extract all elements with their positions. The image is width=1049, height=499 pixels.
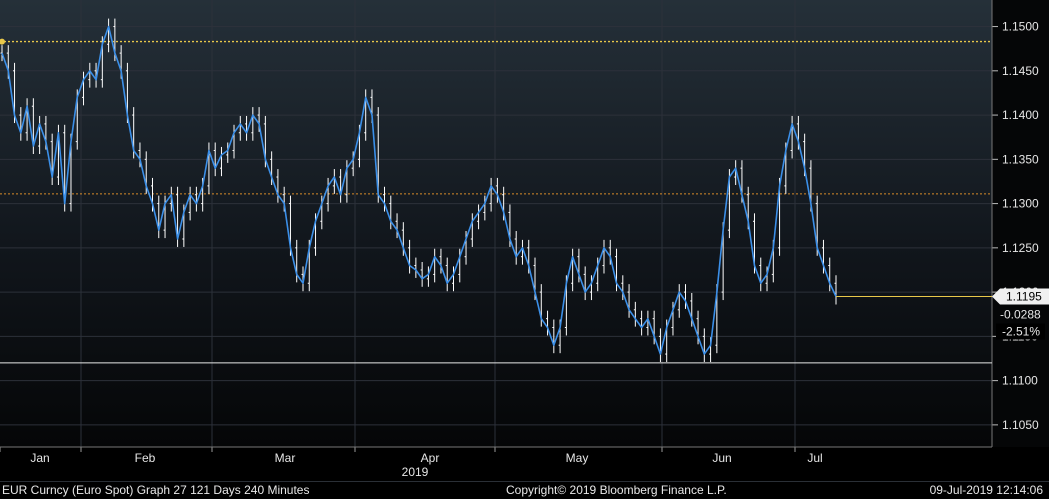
year-label: 2019 <box>402 465 429 479</box>
footer-security-info: EUR Curncy (Euro Spot) Graph 27 121 Days… <box>2 483 310 497</box>
x-tick-label: Jan <box>30 451 49 465</box>
footer-copyright: Copyright© 2019 Bloomberg Finance L.P. <box>506 483 727 497</box>
change-label: -0.0288 <box>1000 308 1041 322</box>
x-tick-label: Jul <box>807 451 822 465</box>
x-tick-label: Apr <box>421 451 440 465</box>
plot-background <box>0 0 992 447</box>
y-tick-label: 1.1350 <box>1002 152 1039 166</box>
footer-timestamp: 09-Jul-2019 12:14:06 <box>929 483 1043 497</box>
y-tick-label: 1.1300 <box>1002 197 1039 211</box>
high-marker <box>0 38 5 45</box>
x-tick-label: May <box>566 451 589 465</box>
y-tick-label: 1.1500 <box>1002 20 1039 34</box>
fx-chart: 1.15001.14501.14001.13501.13001.12501.12… <box>0 0 1049 479</box>
y-tick-label: 1.1250 <box>1002 241 1039 255</box>
footer-bar: EUR Curncy (Euro Spot) Graph 27 121 Days… <box>0 481 1049 499</box>
x-tick-label: Jun <box>712 451 731 465</box>
last-price-box <box>992 288 1049 305</box>
last-price-label: 1.1195 <box>1006 290 1042 304</box>
price-line <box>1 25 837 355</box>
change-pct-label: -2.51% <box>1002 325 1040 339</box>
x-tick-label: Feb <box>135 451 156 465</box>
y-tick-label: 1.1400 <box>1002 108 1039 122</box>
axis-background <box>992 0 1049 447</box>
y-tick-label: 1.1100 <box>1002 374 1038 388</box>
y-tick-label: 1.1050 <box>1002 418 1039 432</box>
y-tick-label: 1.1450 <box>1002 64 1039 78</box>
change-pct-background <box>996 323 1045 340</box>
x-tick-label: Mar <box>275 451 296 465</box>
